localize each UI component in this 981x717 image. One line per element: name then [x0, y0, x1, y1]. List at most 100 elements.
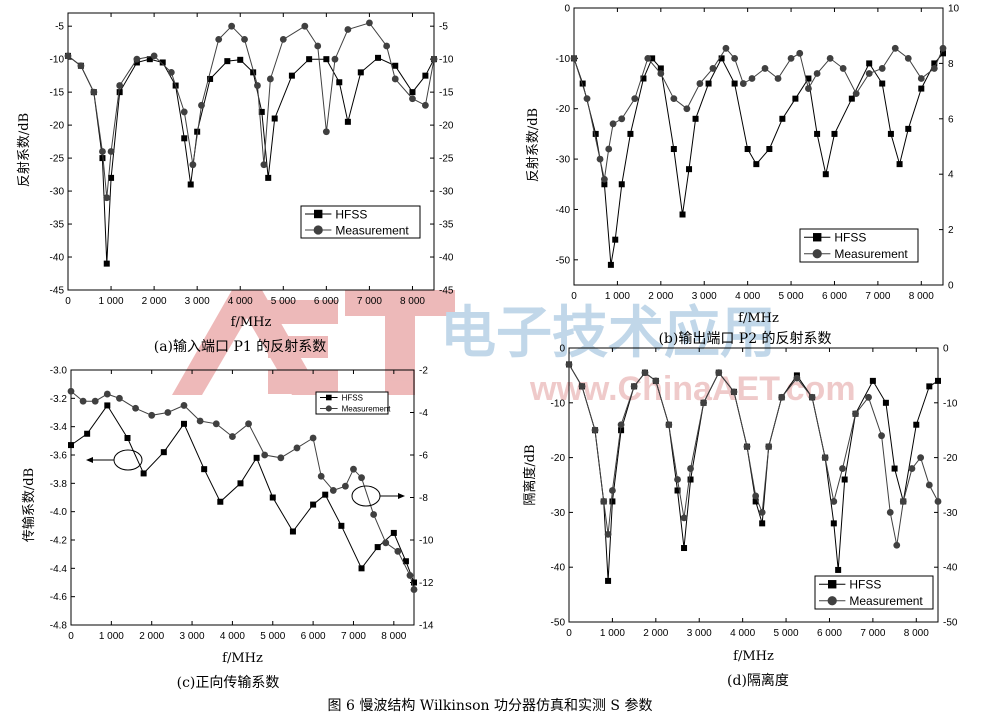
- data-point-measurement: [731, 388, 738, 395]
- data-point-measurement: [78, 62, 85, 69]
- data-point-measurement: [80, 398, 87, 405]
- data-point-hfss: [409, 89, 415, 95]
- y-tick-label: -30: [556, 155, 571, 166]
- caption-c: (c)正向传输系数: [177, 675, 280, 691]
- data-point-measurement: [665, 421, 672, 428]
- data-point-measurement: [148, 412, 155, 419]
- y-tick-label: -10: [551, 398, 566, 409]
- x-tick-label: 0: [566, 628, 572, 639]
- data-point-measurement: [168, 69, 175, 76]
- data-point-hfss: [753, 161, 759, 167]
- data-point-measurement: [931, 65, 938, 72]
- data-point-hfss: [766, 146, 772, 152]
- data-point-hfss: [680, 211, 686, 217]
- y2-tick-label: 10: [948, 4, 960, 15]
- data-point-hfss: [842, 477, 848, 483]
- data-point-hfss: [161, 449, 167, 455]
- data-point-measurement: [822, 454, 829, 461]
- data-point-hfss: [181, 135, 187, 141]
- data-point-hfss: [849, 96, 855, 102]
- annotation-arrowhead-left: [86, 457, 93, 463]
- y-tick-label: -4.8: [50, 621, 68, 632]
- data-point-measurement: [383, 43, 390, 50]
- legend-label: Measurement: [335, 223, 409, 237]
- data-point-measurement: [90, 89, 97, 96]
- y-axis-label: 传输系数/dB: [21, 468, 37, 542]
- y-tick-label: -4.0: [50, 507, 68, 518]
- y-tick-label: -50: [551, 618, 566, 629]
- data-point-measurement: [827, 55, 834, 62]
- data-point-hfss: [605, 578, 611, 584]
- data-point-measurement: [198, 102, 205, 109]
- data-point-measurement: [610, 120, 617, 127]
- data-point-measurement: [918, 75, 925, 82]
- x-tick-label: 6 000: [314, 296, 339, 307]
- x-tick-label: 0: [68, 631, 74, 642]
- y-tick-label: -10: [50, 55, 65, 66]
- x-tick-label: 3 000: [687, 628, 712, 639]
- data-point-measurement: [852, 410, 859, 417]
- data-point-hfss: [272, 116, 278, 122]
- data-point-measurement: [409, 95, 416, 102]
- legend-label: Measurement: [834, 247, 908, 261]
- y-tick-label: -40: [551, 563, 566, 574]
- series-line-measurement: [71, 391, 414, 589]
- data-point-hfss: [612, 237, 618, 243]
- x-tick-label: 4 000: [228, 296, 253, 307]
- y-tick-label: -40: [50, 253, 65, 264]
- data-point-measurement: [631, 383, 638, 390]
- data-point-hfss: [814, 131, 820, 137]
- data-point-hfss: [879, 81, 885, 87]
- data-point-measurement: [245, 420, 252, 427]
- y2-tick-label: -25: [439, 154, 454, 165]
- data-point-hfss: [619, 181, 625, 187]
- data-point-measurement: [99, 148, 106, 155]
- data-point-measurement: [605, 146, 612, 153]
- data-point-hfss: [792, 96, 798, 102]
- data-point-measurement: [674, 476, 681, 483]
- data-point-measurement: [683, 105, 690, 112]
- data-point-hfss: [823, 171, 829, 177]
- data-point-hfss: [290, 529, 296, 535]
- y2-tick-label: -15: [439, 88, 454, 99]
- chart-b: 01 000 2 000 3 000 4 000 5 000 6 000 7 000 8 00…: [525, 4, 960, 327]
- data-point-measurement: [261, 161, 268, 168]
- x-tick-label: 1 000: [99, 631, 124, 642]
- data-point-hfss: [270, 495, 276, 501]
- y-tick-label: -30: [50, 187, 65, 198]
- x-tick-label: 0: [571, 291, 577, 302]
- y-tick-label: -3.8: [50, 479, 68, 490]
- data-point-measurement: [215, 36, 222, 43]
- legend-marker-hfss: [813, 233, 821, 241]
- x-tick-label: 1 000: [600, 628, 625, 639]
- x-tick-label: 5 000: [271, 296, 296, 307]
- data-point-hfss: [693, 116, 699, 122]
- x-tick-label: 3 000: [185, 296, 210, 307]
- data-point-hfss: [745, 146, 751, 152]
- data-point-hfss: [888, 131, 894, 137]
- y-tick-label: -4.4: [50, 564, 68, 575]
- data-point-hfss: [117, 89, 123, 95]
- data-point-measurement: [917, 454, 924, 461]
- data-point-hfss: [883, 400, 889, 406]
- data-point-measurement: [887, 509, 894, 516]
- data-point-measurement: [609, 487, 616, 494]
- x-tick-label: 2 000: [648, 291, 673, 302]
- x-axis-label: f/MHz: [231, 315, 272, 330]
- x-tick-label: 7 000: [860, 628, 885, 639]
- data-point-measurement: [814, 70, 821, 77]
- y2-tick-label: 6: [948, 114, 954, 125]
- x-tick-label: 5 000: [779, 291, 804, 302]
- data-point-hfss: [181, 421, 187, 427]
- legend-label: Measurement: [849, 594, 923, 608]
- data-point-measurement: [715, 369, 722, 376]
- y-tick-label: -3.2: [50, 394, 68, 405]
- data-point-measurement: [778, 394, 785, 401]
- y-tick-label: -35: [50, 220, 65, 231]
- y-tick-label: -45: [50, 286, 65, 297]
- data-point-measurement: [926, 482, 933, 489]
- data-point-measurement: [92, 398, 99, 405]
- data-point-hfss: [124, 435, 130, 441]
- data-point-measurement: [189, 161, 196, 168]
